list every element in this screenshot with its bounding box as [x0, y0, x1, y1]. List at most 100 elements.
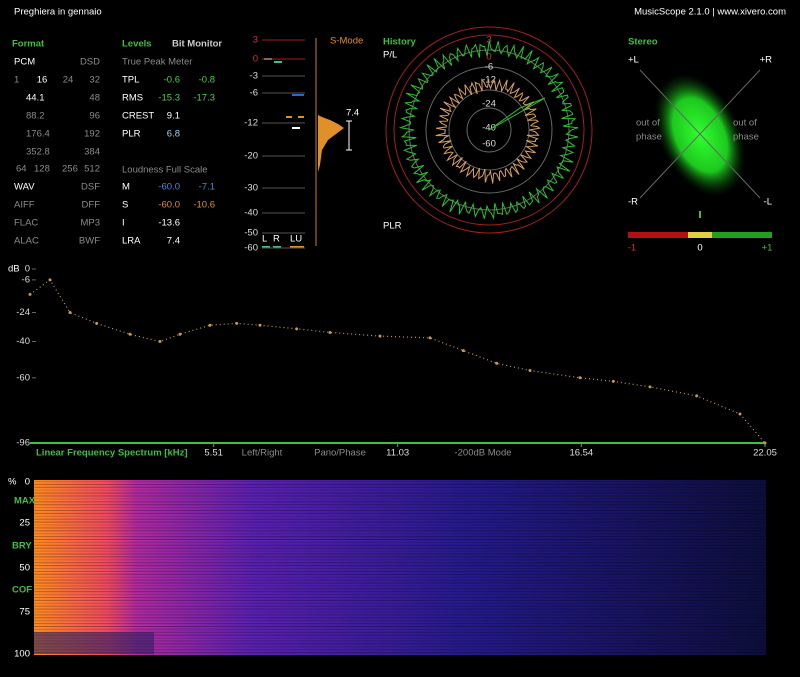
- marker-label: COF: [12, 585, 32, 596]
- x-tick-label: 5.51: [204, 448, 223, 459]
- spectrum-point: [378, 334, 382, 338]
- spectrogram-streak: [34, 501, 766, 503]
- spectrum-point: [495, 361, 499, 365]
- spectrogram-image: [34, 480, 766, 655]
- mode-label[interactable]: Pano/Phase: [314, 448, 366, 459]
- y-tick-label: 50: [19, 563, 30, 574]
- meter-scale: -12: [244, 118, 258, 129]
- ring-label: 3: [486, 35, 491, 46]
- file-type: DFF: [82, 200, 101, 211]
- spectrogram-streak: [34, 614, 766, 616]
- spectrogram-streak: [34, 649, 766, 651]
- spectrogram-streak: [34, 576, 766, 578]
- spectrogram-streak: [34, 626, 766, 627]
- spectrum-point: [611, 379, 615, 383]
- panel-title: Stereo: [628, 37, 658, 48]
- spectrogram-streak: [34, 553, 766, 555]
- marker-label: MAX: [14, 496, 36, 507]
- label: I: [122, 218, 125, 229]
- file-type: FLAC: [14, 218, 38, 229]
- level-value: -15.3: [158, 93, 180, 104]
- phase-label: phase: [636, 132, 662, 143]
- spectrogram-streak: [34, 591, 766, 593]
- history-needle: [488, 97, 546, 131]
- meter-bar: [292, 127, 300, 129]
- spectrogram-streak: [34, 623, 766, 625]
- spectrum-point: [158, 340, 162, 343]
- diagonal: [639, 69, 761, 199]
- bit-depth: 32: [89, 75, 100, 86]
- dsd-rate: 64: [16, 164, 27, 175]
- balance-label: 0: [697, 243, 702, 254]
- mode-label[interactable]: Left/Right: [242, 448, 283, 459]
- balance-bar: [628, 232, 688, 238]
- spectrogram-streak: [34, 504, 766, 506]
- spectrogram-streak: [34, 568, 766, 569]
- spectrogram-streak: [34, 539, 766, 540]
- rate: 384: [84, 147, 100, 158]
- file-type: AIFF: [14, 200, 35, 211]
- level-value: -7.1: [199, 182, 215, 193]
- meter-bar: [290, 246, 304, 248]
- ring: [385, 26, 593, 234]
- spectrum-point: [461, 349, 465, 353]
- axis-unit: %: [8, 477, 17, 488]
- phase-label: out of: [733, 118, 757, 129]
- rate: 96: [89, 111, 100, 122]
- corner-label: -R: [628, 197, 638, 208]
- panel-title: History: [383, 37, 416, 48]
- label: PLR: [122, 129, 141, 140]
- spectrogram-streak: [34, 541, 766, 543]
- spectrogram-streak: [34, 486, 766, 488]
- meter-bar: [292, 94, 304, 96]
- label: LRA: [122, 236, 141, 247]
- spectrogram-streak: [34, 643, 766, 645]
- spectrogram-streak: [34, 631, 766, 633]
- spectrogram-streak: [34, 533, 766, 535]
- meter-bracket: [346, 120, 352, 151]
- rate: 44.1: [26, 93, 45, 104]
- section-title: Loudness Full Scale: [122, 165, 208, 176]
- mode-label[interactable]: -200dB Mode: [454, 448, 511, 459]
- y-tick-label: 100: [14, 649, 30, 660]
- balance-bar: [688, 232, 712, 238]
- rate: 352.8: [26, 147, 50, 158]
- label: P/L: [383, 50, 397, 61]
- spectrogram-streak: [34, 556, 766, 558]
- stereo-cloud: [654, 73, 746, 197]
- spectrogram: [34, 480, 766, 655]
- y-tick-label: 25: [19, 518, 30, 529]
- dsd-rate: 128: [34, 164, 50, 175]
- y-tick-label: -96: [16, 438, 30, 449]
- meter-bar: [274, 61, 282, 63]
- y-axis-label: dB: [8, 264, 20, 275]
- meter-scale: -30: [244, 183, 258, 194]
- spectrogram-streak: [34, 602, 766, 604]
- file-type: WAV: [14, 182, 35, 193]
- spectrogram-streak: [34, 527, 766, 529]
- label: Bit Monitor: [172, 39, 222, 50]
- label: CREST: [122, 111, 154, 122]
- meter-scale: -40: [244, 208, 258, 219]
- balance-label: -1: [628, 243, 636, 254]
- meter-bar: [273, 246, 281, 248]
- spectrum-point: [128, 332, 132, 336]
- level-value: -0.6: [164, 75, 180, 86]
- spectrogram-streak: [34, 597, 766, 598]
- marker-label: BRY: [12, 541, 32, 552]
- spectrogram-streak: [34, 492, 766, 494]
- label: TPL: [122, 75, 139, 86]
- level-value: -10.6: [193, 200, 215, 211]
- spectrogram-streak: [34, 617, 766, 619]
- spectrum-point: [235, 321, 239, 325]
- label: S: [122, 200, 128, 211]
- channel: LU: [290, 234, 302, 245]
- corner-label: +R: [760, 55, 773, 66]
- ring-label: 0: [486, 52, 491, 63]
- spectrogram-streak: [34, 521, 766, 523]
- spectrogram-streak: [34, 573, 766, 575]
- spectrogram-streak: [34, 594, 766, 596]
- spectrogram-streak: [34, 483, 766, 485]
